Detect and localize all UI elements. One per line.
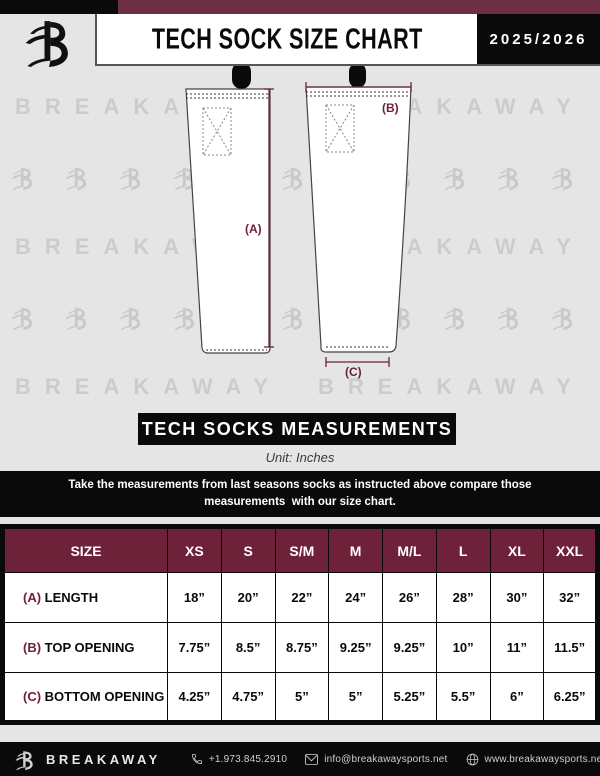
svg-text:(A): (A) xyxy=(245,222,262,236)
svg-text:(C): (C) xyxy=(345,365,362,379)
svg-text:(B): (B) xyxy=(382,101,399,115)
